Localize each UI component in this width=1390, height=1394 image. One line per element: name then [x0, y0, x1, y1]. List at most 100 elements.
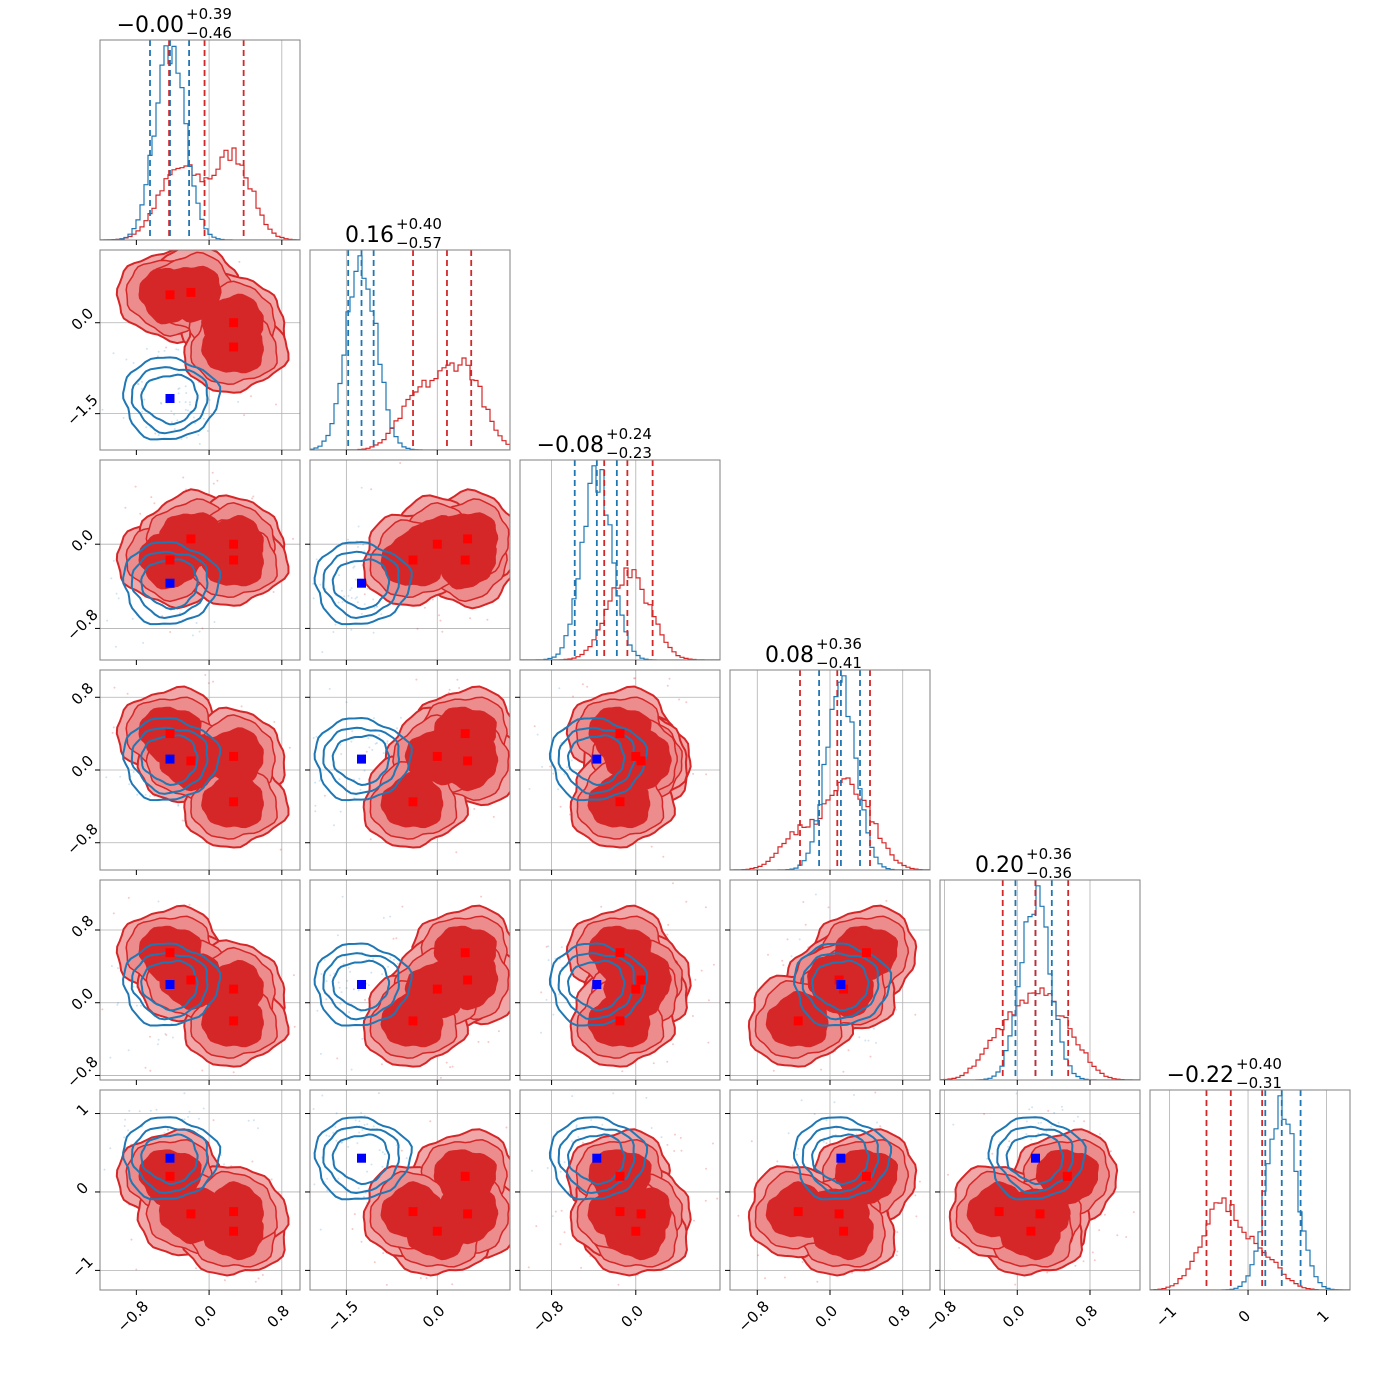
sample-point — [170, 421, 173, 424]
panel-content — [730, 670, 930, 870]
sample-point — [250, 395, 252, 398]
title-value: 0.20 — [975, 853, 1024, 878]
sample-point — [336, 934, 339, 937]
blue-contour — [130, 366, 209, 435]
sample-point — [783, 1276, 786, 1279]
sample-point — [895, 1008, 898, 1011]
sample-point — [380, 1063, 383, 1066]
red-mode-marker — [631, 984, 641, 994]
sample-point — [345, 701, 348, 704]
sample-point — [366, 1170, 369, 1173]
sample-point — [814, 893, 817, 896]
sample-point — [712, 1142, 714, 1145]
title-value: 0.16 — [345, 223, 394, 248]
sample-point — [707, 999, 710, 1002]
panel-title: −0.00 +0.39−0.46 — [117, 5, 232, 42]
sample-point — [163, 1132, 166, 1134]
panel-content — [100, 40, 300, 240]
sample-point — [393, 958, 395, 961]
sample-point — [1053, 1111, 1056, 1114]
sample-point — [320, 973, 323, 976]
panel-frame — [309, 1089, 511, 1291]
panel-content — [100, 250, 300, 450]
sample-point — [672, 882, 674, 885]
sample-point — [132, 771, 135, 773]
sample-point — [801, 1261, 804, 1263]
red-mode-marker — [615, 797, 625, 807]
sample-point — [396, 727, 398, 730]
sample-point — [159, 401, 162, 404]
red-histogram — [520, 567, 720, 660]
sample-point — [188, 903, 191, 906]
sample-point — [477, 1040, 480, 1043]
sample-point — [127, 896, 130, 899]
sample-point — [378, 1149, 381, 1152]
sample-point — [119, 775, 122, 778]
panel-title: 0.08 +0.36−0.41 — [765, 635, 862, 672]
sample-point — [157, 1038, 160, 1041]
sample-point — [552, 1013, 555, 1016]
sample-point — [885, 899, 888, 902]
red-mode-marker — [463, 756, 473, 766]
sample-point — [415, 678, 418, 681]
sample-point — [130, 1238, 133, 1241]
red-mode-marker — [793, 1016, 803, 1026]
pair-contour-panel: −0.8 0.0 — [63, 459, 301, 665]
sample-point — [360, 612, 363, 615]
red-mode-marker — [408, 797, 418, 807]
panel-frame — [309, 879, 511, 1081]
sample-point — [557, 788, 560, 791]
sample-point — [374, 742, 377, 745]
sample-point — [165, 1034, 168, 1036]
blue-contour — [811, 1133, 870, 1186]
sample-point — [213, 621, 216, 623]
sample-point — [869, 1055, 872, 1058]
sample-point — [338, 778, 341, 781]
sample-point — [679, 1136, 682, 1139]
title-lower-error: −0.23 — [606, 444, 652, 462]
title-lower-error: −0.36 — [1026, 864, 1072, 882]
sample-point — [358, 1120, 361, 1123]
sample-point — [272, 591, 275, 593]
sample-point — [827, 906, 830, 909]
sample-point — [382, 916, 385, 919]
sample-point — [319, 583, 322, 586]
title-lower-error: −0.31 — [1236, 1074, 1282, 1092]
sample-point — [575, 1124, 578, 1127]
sample-point — [825, 1142, 828, 1145]
red-mode-marker — [460, 1171, 470, 1181]
sample-point — [451, 1065, 454, 1068]
sample-point — [342, 963, 345, 966]
sample-point — [1015, 1092, 1018, 1095]
red-histogram — [100, 147, 300, 240]
sample-point — [367, 737, 370, 740]
sample-point — [1082, 1260, 1085, 1263]
sample-point — [387, 965, 390, 968]
sample-point — [243, 414, 246, 417]
sample-point — [1045, 1130, 1048, 1133]
sample-point — [372, 1125, 375, 1128]
sample-point — [447, 691, 450, 694]
red-mode-marker — [460, 948, 470, 958]
y-tick-label: 0.0 — [68, 984, 98, 1014]
sample-point — [1008, 1140, 1011, 1143]
red-mode-marker — [229, 1207, 239, 1217]
blue-contour — [322, 550, 401, 620]
sample-point — [372, 598, 375, 601]
panel-content — [520, 670, 720, 870]
x-tick-label: 0.0 — [191, 1302, 221, 1332]
panel-content — [730, 1090, 930, 1290]
sample-point — [386, 740, 389, 743]
sample-point — [363, 603, 366, 606]
red-mode-marker — [1026, 1226, 1036, 1236]
sample-point — [345, 987, 348, 989]
sample-point — [359, 788, 362, 791]
sample-point — [177, 803, 180, 806]
sample-point — [314, 804, 317, 807]
sample-point — [423, 606, 426, 609]
sample-point — [362, 543, 365, 546]
sample-point — [116, 1003, 119, 1006]
sample-point — [156, 355, 159, 358]
sample-point — [156, 1043, 159, 1046]
blue-mode-marker — [592, 1153, 602, 1163]
